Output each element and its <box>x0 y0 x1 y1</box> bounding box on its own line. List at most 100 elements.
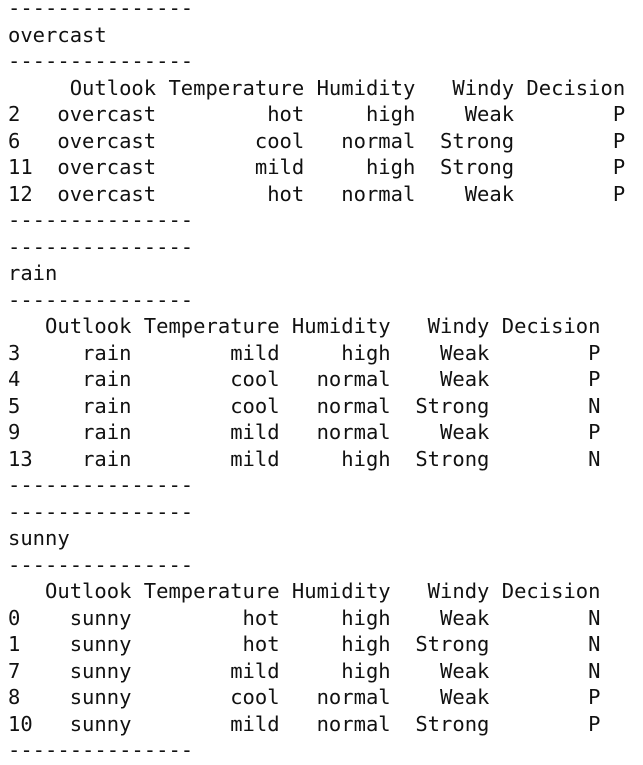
console-line: 1 sunny hot high Strong N <box>8 631 643 658</box>
separator: --------------- <box>8 738 194 762</box>
column-header: Humidity <box>291 314 391 338</box>
cell: normal <box>316 367 391 391</box>
column-header: Outlook <box>45 314 132 338</box>
cell: Weak <box>464 181 515 206</box>
row-index: 11 <box>8 155 33 179</box>
console-line: 3 rain mild high Weak P <box>8 340 643 367</box>
separator: --------------- <box>8 287 194 312</box>
console-line: sunny <box>8 525 643 552</box>
console-line: --------------- <box>8 287 643 314</box>
row-index: 10 <box>8 711 33 736</box>
cell: Weak <box>464 102 515 126</box>
console-line: 2 overcast hot high Weak P <box>8 101 643 128</box>
cell: mild <box>230 420 280 444</box>
cell: high <box>341 605 391 630</box>
row-index: 3 <box>8 340 21 365</box>
cell: high <box>341 446 391 471</box>
cell: hot <box>242 605 280 630</box>
group-name: sunny <box>8 526 70 550</box>
separator: --------------- <box>8 473 194 497</box>
column-header: Temperature <box>143 579 280 603</box>
console-line: 13 rain mild high Strong N <box>8 446 643 473</box>
cell: sunny <box>69 685 132 709</box>
console-line: --------------- <box>8 234 643 261</box>
group-name: overcast <box>8 22 107 47</box>
column-header: Windy <box>452 75 515 100</box>
cell: Weak <box>440 367 490 391</box>
column-header: Decision <box>526 75 626 100</box>
cell: N <box>588 393 601 418</box>
cell: P <box>588 420 601 444</box>
cell: hot <box>267 102 305 126</box>
separator: --------------- <box>8 208 194 232</box>
cell: Weak <box>440 420 490 444</box>
cell: rain <box>82 367 132 391</box>
cell: high <box>365 102 416 126</box>
row-index: 9 <box>8 420 21 444</box>
cell: normal <box>316 420 391 444</box>
separator: --------------- <box>8 49 194 73</box>
column-header: Decision <box>501 314 601 338</box>
console-line: 6 overcast cool normal Strong P <box>8 128 643 155</box>
separator: --------------- <box>8 0 194 20</box>
console-line: Outlook Temperature Humidity Windy Decis… <box>8 313 643 340</box>
row-index: 0 <box>8 605 21 630</box>
console-line: --------------- <box>8 737 643 764</box>
cell: overcast <box>57 181 157 206</box>
separator: --------------- <box>8 234 194 259</box>
cell: N <box>588 605 601 630</box>
cell: rain <box>82 420 132 444</box>
console-line: Outlook Temperature Humidity Windy Decis… <box>8 75 643 102</box>
column-header: Windy <box>427 579 490 603</box>
console-line: 8 sunny cool normal Weak P <box>8 684 643 711</box>
row-index: 5 <box>8 393 21 418</box>
cell: Strong <box>415 446 490 471</box>
column-header: Decision <box>501 579 601 603</box>
cell: Strong <box>415 393 490 418</box>
cell: P <box>588 685 601 709</box>
cell: N <box>588 632 601 656</box>
cell: overcast <box>57 155 157 179</box>
cell: rain <box>82 393 132 418</box>
console-line: 12 overcast hot normal Weak P <box>8 181 643 208</box>
cell: cool <box>230 685 280 709</box>
column-header: Windy <box>427 314 490 338</box>
cell: N <box>588 658 601 683</box>
console-line: 10 sunny mild normal Strong P <box>8 711 643 738</box>
cell: Strong <box>415 632 490 656</box>
cell: high <box>341 632 391 656</box>
cell: sunny <box>69 658 132 683</box>
console-line: 11 overcast mild high Strong P <box>8 154 643 181</box>
cell: mild <box>230 711 280 736</box>
console-line: --------------- <box>8 552 643 579</box>
console-line: Outlook Temperature Humidity Windy Decis… <box>8 578 643 605</box>
console-line: --------------- <box>8 472 643 499</box>
cell: rain <box>82 340 132 365</box>
cell: cool <box>230 393 280 418</box>
separator: --------------- <box>8 499 194 524</box>
console-line: --------------- <box>8 48 643 75</box>
cell: Strong <box>440 128 515 153</box>
cell: P <box>588 340 601 365</box>
row-index: 12 <box>8 181 33 206</box>
cell: normal <box>341 128 416 153</box>
row-index: 4 <box>8 367 21 391</box>
cell: P <box>588 711 601 736</box>
cell: hot <box>242 632 280 656</box>
console-line: 9 rain mild normal Weak P <box>8 419 643 446</box>
cell: overcast <box>57 128 157 153</box>
cell: Strong <box>415 711 490 736</box>
cell: N <box>588 446 601 471</box>
console-line: --------------- <box>8 0 643 22</box>
group-name: rain <box>8 261 58 285</box>
cell: Weak <box>440 605 490 630</box>
cell: Weak <box>440 658 490 683</box>
console-line: 7 sunny mild high Weak N <box>8 658 643 685</box>
cell: normal <box>316 685 391 709</box>
cell: Weak <box>440 340 490 365</box>
column-header: Temperature <box>168 75 305 100</box>
console-line: 4 rain cool normal Weak P <box>8 366 643 393</box>
cell: cool <box>230 367 280 391</box>
